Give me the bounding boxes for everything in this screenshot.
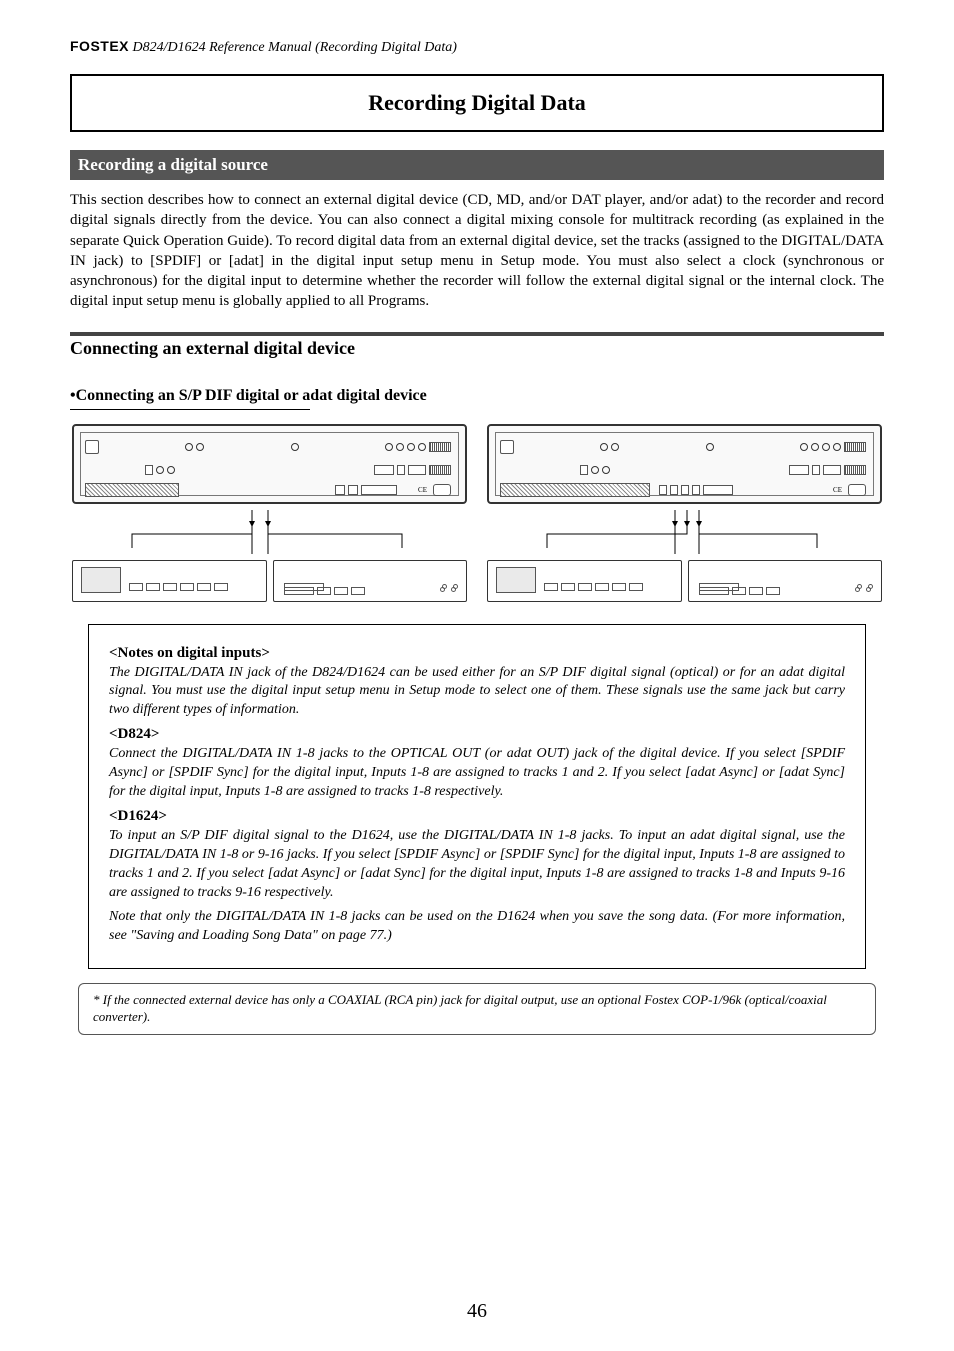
cable-arrows-d1624 xyxy=(487,510,882,554)
rack-interior: CE xyxy=(80,432,459,496)
tape-slot-icon xyxy=(496,567,536,593)
cd-dat-device xyxy=(688,560,883,602)
page: FOSTEX D824/D1624 Reference Manual (Reco… xyxy=(0,0,954,1351)
player-row-d1624 xyxy=(487,560,882,602)
notes-para-1: The DIGITAL/DATA IN jack of the D824/D16… xyxy=(109,664,845,721)
page-number: 46 xyxy=(0,1300,954,1323)
notes-d1624-heading: <D1624> xyxy=(109,808,845,825)
adat-device xyxy=(487,560,682,602)
notes-d824-heading: <D824> xyxy=(109,726,845,743)
subsection-title: Connecting an external digital device xyxy=(70,338,884,359)
section-heading-text: Recording a digital source xyxy=(78,155,268,174)
diagram-d824: CE xyxy=(72,424,467,602)
diagram-d1624: CE xyxy=(487,424,882,602)
ce-mark: CE xyxy=(833,486,842,494)
rack-top-row xyxy=(85,436,454,458)
transport-controls xyxy=(129,579,258,595)
sub-subsection-title: •Connecting an S/P DIF digital or adat d… xyxy=(70,387,884,405)
tape-slot-icon xyxy=(81,567,121,593)
intro-paragraph: This section describes how to connect an… xyxy=(70,190,884,312)
notes-d824-para: Connect the DIGITAL/DATA IN 1-8 jacks to… xyxy=(109,745,845,802)
connection-diagram-row: CE xyxy=(70,424,884,602)
notes-heading: <Notes on digital inputs> xyxy=(109,645,845,662)
rack-mid-row xyxy=(500,460,869,480)
manual-reference: D824/D1624 Reference Manual (Recording D… xyxy=(133,40,457,55)
rack-top-row xyxy=(500,436,869,458)
footnote-text: * If the connected external device has o… xyxy=(93,992,861,1026)
rack-bot-row: CE xyxy=(500,481,869,499)
arrow-svg-icon xyxy=(487,510,882,554)
page-header: FOSTEX D824/D1624 Reference Manual (Reco… xyxy=(70,38,884,56)
heavy-rule xyxy=(70,332,884,336)
chapter-title-box: Recording Digital Data xyxy=(70,74,884,132)
notes-box: <Notes on digital inputs> The DIGITAL/DA… xyxy=(88,624,866,970)
notes-final-para: Note that only the DIGITAL/DATA IN 1-8 j… xyxy=(109,908,845,946)
rack-mid-row xyxy=(85,460,454,480)
underline-rule xyxy=(70,409,310,410)
recorder-rear-d1624: CE xyxy=(487,424,882,504)
footnote-box: * If the connected external device has o… xyxy=(78,983,876,1035)
notes-d1624-para: To input an S/P DIF digital signal to th… xyxy=(109,827,845,903)
cd-dat-device xyxy=(273,560,468,602)
player-row-d824 xyxy=(72,560,467,602)
transport-controls xyxy=(544,579,673,595)
rack-interior: CE xyxy=(495,432,874,496)
cable-arrows-d824 xyxy=(72,510,467,554)
ce-mark: CE xyxy=(418,486,427,494)
brand-logo: FOSTEX xyxy=(70,38,129,54)
section-heading-bar: Recording a digital source xyxy=(70,150,884,180)
adat-device xyxy=(72,560,267,602)
recorder-rear-d824: CE xyxy=(72,424,467,504)
subsection: Connecting an external digital device •C… xyxy=(70,332,884,1035)
rack-bot-row: CE xyxy=(85,481,454,499)
chapter-title: Recording Digital Data xyxy=(368,90,586,116)
arrow-svg-icon xyxy=(72,510,467,554)
